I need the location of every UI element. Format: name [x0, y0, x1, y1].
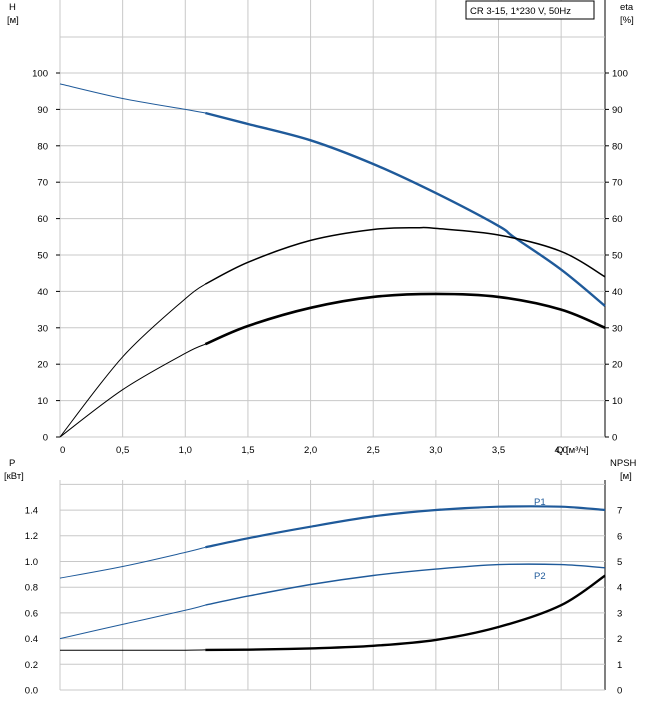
y-right-tick-label: 0 — [612, 433, 617, 444]
p-tick-label: 0.4 — [25, 634, 38, 645]
npsh-tick-label: 7 — [617, 506, 622, 517]
x-tick-label: 3,0 — [429, 445, 442, 456]
power-axis-unit: [кВт] — [4, 471, 24, 482]
legend-text: CR 3-15, 1*230 V, 50Hz — [470, 6, 571, 17]
y-right-tick-label: 50 — [612, 251, 623, 262]
npsh-tick-label: 0 — [617, 686, 622, 697]
npsh-tick-label: 2 — [617, 634, 622, 645]
p1-series-label: P1 — [534, 497, 546, 508]
y-tick-label: 90 — [37, 105, 48, 116]
y-tick-label: 30 — [37, 323, 48, 334]
x-tick-label: 2,0 — [304, 445, 317, 456]
y-right-tick-label: 80 — [612, 141, 623, 152]
x-tick-label: 0 — [60, 445, 65, 456]
y-tick-label: 80 — [37, 141, 48, 152]
p-tick-label: 1.2 — [25, 531, 38, 542]
y-tick-label: 70 — [37, 178, 48, 189]
p2-curve-extrapolated — [60, 605, 205, 639]
p1-curve-extrapolated — [60, 547, 205, 578]
x-tick-label: 1,0 — [179, 445, 192, 456]
y-right-tick-label: 70 — [612, 178, 623, 189]
npsh-axis-title: NPSH — [610, 458, 637, 469]
y-right-tick-label: 40 — [612, 287, 623, 298]
p-tick-label: 1.4 — [25, 505, 38, 516]
y-tick-label: 60 — [37, 214, 48, 225]
eta-axis-unit: [%] — [620, 15, 634, 26]
x-tick-label: 0,5 — [116, 445, 129, 456]
npsh-tick-label: 5 — [617, 557, 622, 568]
y-right-tick-label: 60 — [612, 214, 623, 225]
power-axis-title: P — [9, 458, 15, 469]
y-right-tick-label: 90 — [612, 105, 623, 116]
p-tick-label: 0.2 — [25, 660, 38, 671]
head-curve-extrapolated — [60, 84, 205, 113]
npsh-tick-label: 1 — [617, 660, 622, 671]
y-right-tick-label: 20 — [612, 360, 623, 371]
head-curve — [205, 113, 605, 306]
x-tick-label: 3,5 — [492, 445, 505, 456]
p-tick-label: 1.0 — [25, 557, 38, 568]
eta-axis-title: eta — [620, 2, 634, 13]
p-tick-label: 0.8 — [25, 583, 38, 594]
npsh-tick-label: 6 — [617, 531, 622, 542]
npsh-axis-unit: [м] — [620, 471, 632, 482]
y-right-tick-label: 100 — [612, 69, 628, 80]
p-tick-label: 0.0 — [25, 686, 38, 697]
p2-series-label: P2 — [534, 571, 546, 582]
npsh-tick-label: 4 — [617, 583, 622, 594]
head-axis-unit: [м] — [7, 15, 19, 26]
y-tick-label: 0 — [43, 433, 48, 444]
legend: CR 3-15, 1*230 V, 50Hz — [466, 1, 594, 19]
y-tick-label: 100 — [32, 69, 48, 80]
efficiency-curve-lower-extrapolated — [60, 344, 205, 437]
efficiency-curve-upper — [205, 228, 605, 285]
head-axis-title: H — [9, 2, 16, 13]
x-tick-label: 4,0 — [555, 445, 568, 456]
x-tick-label: 2,5 — [367, 445, 380, 456]
efficiency-curve-lower — [205, 294, 605, 344]
npsh-tick-label: 3 — [617, 608, 622, 619]
p1-curve — [205, 506, 605, 547]
efficiency-curve-upper-extrapolated — [60, 284, 205, 437]
y-tick-label: 20 — [37, 360, 48, 371]
x-tick-label: 1,5 — [241, 445, 254, 456]
y-right-tick-label: 10 — [612, 396, 623, 407]
y-tick-label: 40 — [37, 287, 48, 298]
y-right-tick-label: 30 — [612, 323, 623, 334]
p-tick-label: 0.6 — [25, 608, 38, 619]
y-tick-label: 50 — [37, 251, 48, 262]
y-tick-label: 10 — [37, 396, 48, 407]
